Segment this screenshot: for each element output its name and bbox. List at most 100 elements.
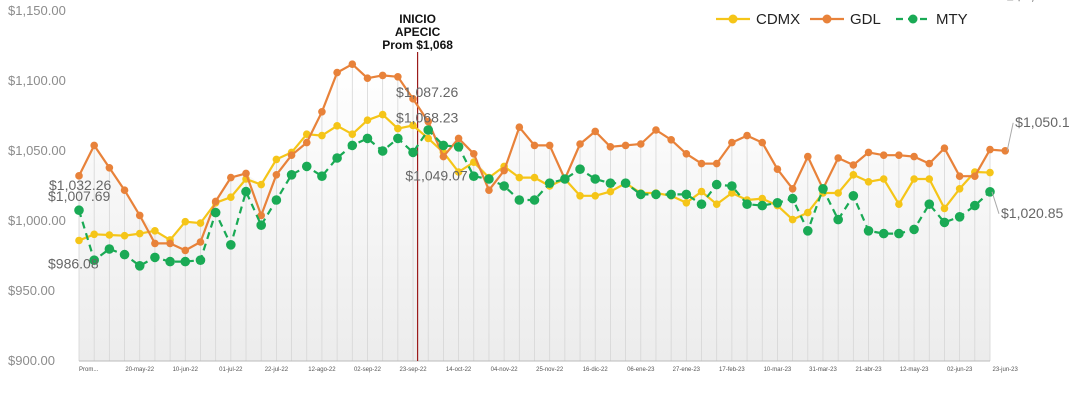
data-point: [955, 185, 964, 193]
data-point: [590, 174, 601, 184]
data-point: [226, 240, 236, 250]
legend-label: CDMX: [756, 11, 800, 28]
data-point: [804, 152, 812, 161]
data-label: $986.08: [48, 255, 99, 271]
data-point: [195, 255, 206, 265]
data-point: [712, 200, 721, 208]
data-point: [499, 181, 509, 191]
data-point: [895, 200, 903, 208]
data-point: [166, 239, 174, 248]
data-point: [605, 178, 616, 188]
data-point: [666, 189, 676, 200]
data-point: [333, 122, 341, 130]
data-point: [803, 226, 813, 236]
annotation-text: Prom $1,068: [382, 38, 453, 52]
data-point: [257, 211, 266, 220]
data-point: [257, 180, 266, 189]
data-point: [864, 178, 873, 186]
data-point: [272, 155, 281, 164]
data-point: [333, 68, 341, 77]
data-point: [576, 140, 584, 148]
data-label: $1,032.26: [49, 177, 111, 193]
data-point: [925, 159, 934, 168]
data-point: [318, 108, 326, 116]
data-point: [849, 171, 858, 179]
data-point: [758, 138, 767, 147]
y-tick-label: $950.00: [8, 283, 55, 298]
y-tick-label: $1,050.00: [8, 143, 66, 158]
data-point: [439, 152, 448, 161]
data-point: [621, 141, 630, 150]
data-point: [954, 212, 965, 222]
data-point: [363, 116, 372, 124]
data-point: [394, 124, 402, 133]
data-point: [591, 192, 600, 200]
series-mty: [74, 125, 995, 271]
data-point: [408, 147, 418, 158]
data-point: [271, 195, 282, 205]
data-point: [272, 171, 281, 179]
x-axis: Prom... 20-may-22 10-jun-22 01-jul-22 22-jul…: [79, 360, 1019, 373]
data-labels: $1,032.26$1,007.69 $986.08 $1,087.26 $1,068…: [48, 0, 1069, 271]
data-point: [834, 154, 842, 162]
data-point: [955, 172, 964, 180]
x-tick-label: 16-dic-22: [583, 367, 609, 373]
x-tick-label: 23-jun-23: [993, 367, 1019, 373]
data-point: [909, 224, 919, 235]
y-tick-label: $1,100.00: [8, 73, 66, 88]
data-point: [454, 134, 463, 143]
x-tick-label: 02-sep-22: [354, 367, 382, 373]
legend-item-gdl: GDL: [810, 11, 881, 28]
data-point: [849, 161, 858, 169]
label-leader: [991, 191, 1000, 214]
data-point: [696, 199, 707, 209]
x-tick-label: 22-jul-22: [265, 367, 289, 373]
data-point: [286, 170, 297, 180]
data-label: $1,068.23: [396, 109, 458, 125]
data-point: [788, 215, 797, 224]
data-point: [651, 189, 661, 200]
legend-label: MTY: [936, 11, 968, 28]
data-point: [348, 60, 357, 68]
data-point: [712, 159, 721, 168]
data-point: [606, 187, 615, 196]
data-point: [196, 238, 205, 246]
data-point: [757, 200, 768, 211]
data-point: [773, 165, 782, 173]
data-point: [560, 174, 570, 184]
data-point: [90, 230, 98, 239]
data-point: [181, 246, 190, 255]
data-point: [394, 73, 402, 81]
data-point: [728, 138, 736, 147]
data-point: [591, 127, 600, 136]
data-point: [910, 175, 918, 183]
data-point: [468, 171, 479, 181]
x-tick-label: 02-jun-23: [947, 367, 973, 373]
data-point: [970, 200, 980, 211]
series-group: [74, 60, 1009, 271]
data-point: [697, 159, 706, 168]
data-point: [576, 192, 584, 200]
data-point: [150, 252, 160, 263]
data-label: $1,049.07: [405, 167, 467, 183]
data-point: [227, 193, 235, 201]
data-point: [500, 166, 508, 175]
data-point: [667, 136, 675, 144]
data-point: [924, 199, 935, 209]
data-point: [151, 239, 159, 248]
data-point: [227, 173, 235, 182]
x-tick-label: 31-mar-23: [809, 367, 837, 373]
data-point: [529, 195, 540, 205]
data-point: [742, 199, 752, 209]
data-point: [879, 175, 888, 183]
data-point: [925, 175, 934, 183]
data-point: [848, 191, 859, 201]
data-point: [134, 261, 145, 271]
data-point: [910, 152, 918, 161]
data-point: [530, 141, 539, 150]
x-tick-label: 10-mar-23: [764, 367, 792, 373]
data-point: [530, 173, 539, 182]
data-point: [682, 150, 691, 158]
y-tick-label: $1,000.00: [8, 213, 66, 228]
